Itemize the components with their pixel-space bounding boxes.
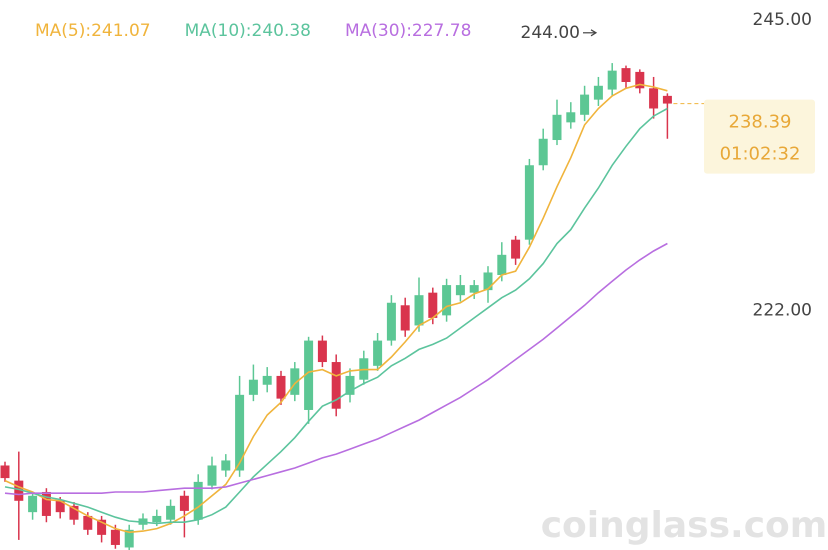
candle-body <box>124 529 134 548</box>
candle-body <box>179 495 189 511</box>
candle-body <box>166 505 176 520</box>
high-marker-label: 244.00 <box>521 23 580 43</box>
candle-body <box>69 505 79 520</box>
candle-body <box>538 138 548 166</box>
candle-body <box>276 375 286 399</box>
ma-line <box>4 107 668 525</box>
candle-body <box>235 394 245 471</box>
candle-body <box>262 375 272 385</box>
candle-body <box>400 305 410 331</box>
candle-body <box>28 495 38 513</box>
candle-body <box>0 465 10 479</box>
candle-body <box>345 375 355 395</box>
candle-body <box>97 519 107 535</box>
candle-body <box>41 491 51 516</box>
candle-body <box>497 254 507 275</box>
candle-body <box>414 295 424 326</box>
candle-body <box>152 515 162 523</box>
ma-line <box>4 83 668 534</box>
candle-body <box>428 292 438 318</box>
candle-body <box>55 500 65 513</box>
candle-body <box>524 165 534 240</box>
candle-body <box>290 368 300 395</box>
candle-body <box>566 112 576 123</box>
candle-body <box>386 302 396 341</box>
candle-body <box>207 465 217 486</box>
candle-body <box>248 379 258 395</box>
candle-body <box>621 68 631 82</box>
candle-body <box>593 85 603 100</box>
candle-body <box>442 285 452 316</box>
candle-body <box>193 481 203 520</box>
high-marker-arrowhead <box>590 29 598 37</box>
price-label: 238.39 <box>729 112 792 133</box>
ma-line <box>4 242 668 496</box>
legend-entry: MA(30):227.78 <box>345 21 471 41</box>
candle-body <box>221 460 231 471</box>
candle-body <box>552 114 562 141</box>
candle-body <box>14 480 24 501</box>
candle-body <box>83 515 93 530</box>
price-box <box>704 99 815 174</box>
candle-body <box>580 94 590 115</box>
candle-body <box>455 285 465 296</box>
candle-body <box>373 340 383 366</box>
candle-body <box>511 239 521 259</box>
legend-entry: MA(10):240.38 <box>185 21 311 41</box>
candle-body <box>607 70 617 90</box>
candle-body <box>469 285 479 293</box>
countdown: 01:02:32 <box>720 144 801 165</box>
y-tick-label: 222.00 <box>753 300 812 320</box>
candle-body <box>331 362 341 409</box>
candle-body <box>304 340 314 410</box>
candle-body <box>483 272 493 291</box>
y-tick-label: 245.00 <box>753 10 812 30</box>
candle-body <box>635 71 645 89</box>
candle-body <box>662 95 672 104</box>
candle-body <box>110 529 120 545</box>
candle-body <box>649 88 659 109</box>
candle-body <box>317 340 327 363</box>
watermark: coinglass.com <box>541 505 828 546</box>
legend-entry: MA(5):241.07 <box>35 21 151 41</box>
